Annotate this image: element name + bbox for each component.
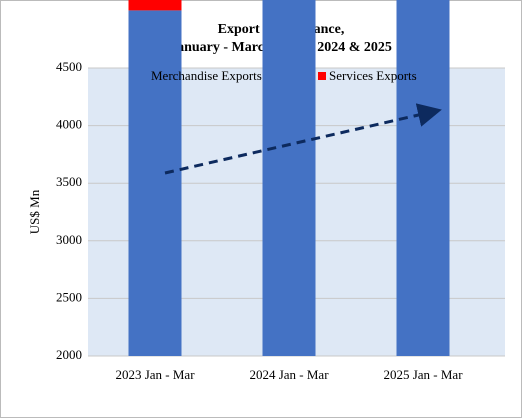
- x-tick-label: 2024 Jan - Mar: [249, 367, 329, 382]
- y-tick-label: 2000: [56, 347, 82, 362]
- y-tick-label: 4500: [56, 59, 82, 74]
- bar-segment: [396, 0, 450, 356]
- bar-segment: [128, 10, 182, 357]
- x-tick-label: 2023 Jan - Mar: [115, 367, 195, 382]
- bar-segment: [128, 0, 182, 11]
- legend-swatch: [318, 72, 326, 80]
- legend-swatch: [140, 72, 148, 80]
- y-tick-label: 4000: [56, 117, 82, 132]
- legend-label: Merchandise Exports: [151, 68, 262, 83]
- trend-arrow: [164, 103, 442, 175]
- bar-segment: [262, 0, 316, 357]
- y-tick-label: 3000: [56, 232, 82, 247]
- y-tick-label: 3500: [56, 174, 82, 189]
- x-tick-label: 2025 Jan - Mar: [383, 367, 463, 382]
- y-tick-label: 2500: [56, 289, 82, 304]
- y-axis-label: US$ Mn: [27, 189, 42, 234]
- legend-label: Services Exports: [329, 68, 417, 83]
